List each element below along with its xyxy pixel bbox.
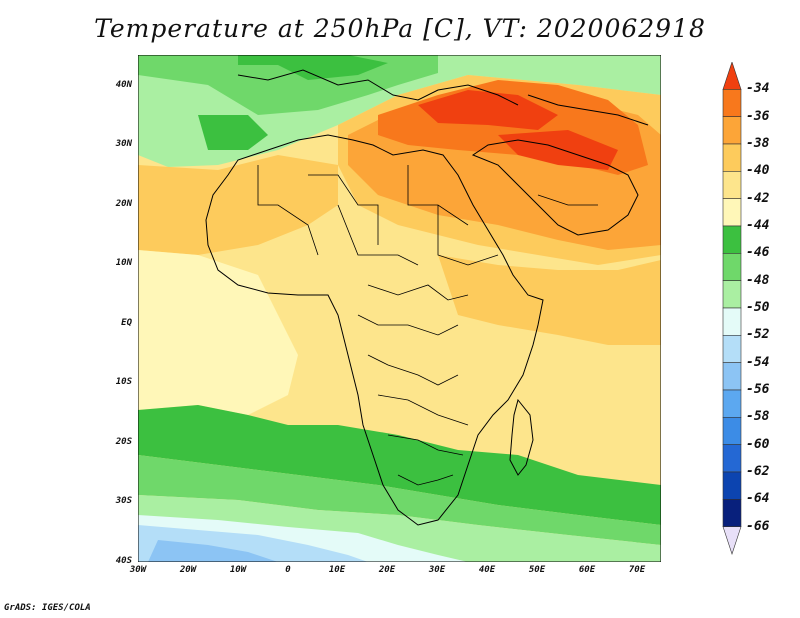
colorbar bbox=[722, 61, 742, 566]
colorbar-tick-label: -60 bbox=[746, 436, 770, 452]
lat-label-30n: 30N bbox=[115, 139, 132, 149]
colorbar-swatch bbox=[722, 225, 742, 254]
field-nw-green-patch bbox=[198, 115, 268, 150]
lon-label-0: 0 bbox=[285, 565, 291, 575]
lat-label-20n: 20N bbox=[115, 199, 132, 209]
lon-label-50e: 50E bbox=[528, 565, 546, 575]
colorbar-tick-label: -44 bbox=[746, 218, 770, 233]
colorbar-tick-label: -38 bbox=[746, 136, 770, 151]
colorbar-swatch bbox=[722, 116, 742, 145]
colorbar-tick-label: -48 bbox=[746, 272, 770, 288]
colorbar-swatch bbox=[722, 307, 742, 336]
colorbar-swatch bbox=[722, 335, 742, 363]
colorbar-swatch bbox=[722, 389, 742, 418]
field-mideast-red bbox=[418, 90, 558, 130]
lat-label-eq: EQ bbox=[121, 318, 132, 328]
colorbar-swatch bbox=[722, 471, 742, 500]
temperature-map: 40N 30N 20N 10N EQ 10S 20S 30S 40S 30W 2… bbox=[116, 55, 661, 575]
colorbar-swatch bbox=[722, 362, 742, 391]
field-west-pale bbox=[138, 250, 298, 415]
colorbar-swatch bbox=[722, 280, 742, 309]
colorbar-tick-label: -52 bbox=[746, 327, 770, 343]
field-south-blue bbox=[148, 540, 278, 562]
grads-credit: GrADS: IGES/COLA bbox=[4, 603, 91, 613]
colorbar-top-triangle bbox=[722, 61, 742, 90]
lat-label-40s: 40S bbox=[115, 556, 132, 566]
colorbar-swatch bbox=[722, 89, 742, 117]
colorbar-tick-label: -50 bbox=[746, 300, 770, 315]
lon-label-30e: 30E bbox=[428, 565, 446, 575]
colorbar-tick-label: -64 bbox=[746, 491, 770, 507]
colorbar-swatches bbox=[722, 61, 742, 555]
lat-label-10s: 10S bbox=[115, 377, 132, 387]
colorbar-tick-label: -66 bbox=[746, 518, 770, 534]
lat-label-40n: 40N bbox=[115, 80, 132, 90]
lon-label-70e: 70E bbox=[628, 565, 646, 575]
colorbar-tick-label: -46 bbox=[746, 245, 770, 261]
colorbar-swatch bbox=[722, 417, 742, 445]
colorbar-tick-label: -62 bbox=[746, 464, 770, 479]
country-borders bbox=[257, 165, 598, 486]
lon-label-30w: 30W bbox=[129, 565, 147, 575]
coastlines bbox=[205, 69, 649, 526]
colorbar-swatch bbox=[722, 253, 742, 281]
lon-label-10w: 10W bbox=[229, 565, 247, 575]
colorbar-tick-label: -56 bbox=[746, 382, 770, 397]
colorbar-swatch bbox=[722, 143, 742, 172]
colorbar-tick-label: -42 bbox=[746, 190, 770, 206]
field-north-dark-green bbox=[238, 55, 388, 80]
lat-label-20s: 20S bbox=[115, 437, 132, 447]
lat-label-10n: 10N bbox=[115, 258, 132, 268]
map-plot-area bbox=[138, 55, 661, 562]
lon-label-20w: 20W bbox=[179, 565, 197, 575]
colorbar-tick-label: -58 bbox=[746, 409, 770, 425]
field-east-yellow bbox=[438, 255, 661, 345]
lon-label-20e: 20E bbox=[378, 565, 396, 575]
colorbar-bottom-triangle bbox=[722, 526, 742, 555]
lon-label-10e: 10E bbox=[328, 565, 346, 575]
field-arabia-red bbox=[498, 130, 618, 170]
colorbar-swatch bbox=[722, 444, 742, 473]
field-west-yellow bbox=[138, 155, 338, 255]
field-south-dark-green bbox=[138, 405, 661, 525]
colorbar-tick-label: -34 bbox=[746, 81, 770, 97]
field-south-green bbox=[138, 455, 661, 545]
colorbar-swatch bbox=[722, 198, 742, 227]
map-title: Temperature at 250hPa [C], VT: 202006291… bbox=[94, 14, 706, 43]
colorbar-tick-label: -36 bbox=[746, 108, 770, 124]
colorbar-swatch bbox=[722, 171, 742, 199]
lat-label-30s: 30S bbox=[115, 496, 132, 506]
colorbar-tick-label: -54 bbox=[746, 354, 770, 370]
colorbar-swatch bbox=[722, 499, 742, 527]
lon-label-40e: 40E bbox=[478, 565, 496, 575]
colorbar-tick-label: -40 bbox=[746, 163, 770, 179]
lon-label-60e: 60E bbox=[578, 565, 596, 575]
